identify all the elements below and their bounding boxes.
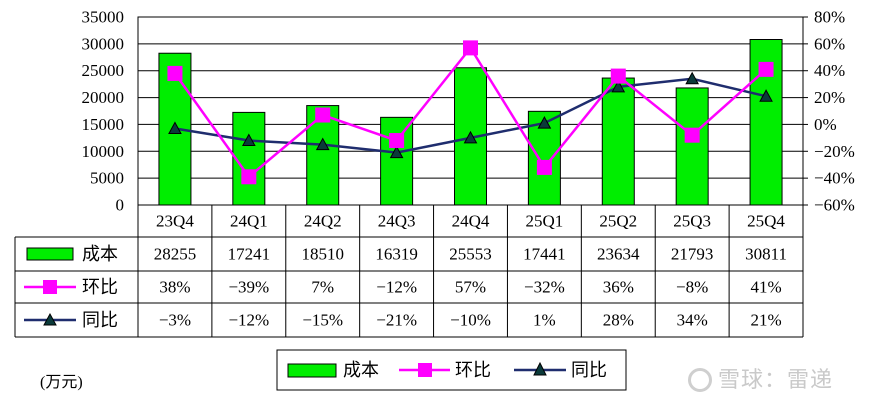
- table-cell: −39%: [228, 278, 269, 297]
- table-cell: 28%: [603, 311, 634, 330]
- table-cell: 1%: [533, 311, 556, 330]
- tongbi-marker: [389, 145, 404, 159]
- huanbi-marker: [389, 133, 405, 149]
- watermark: 雪球：雷递: [688, 362, 833, 394]
- huanbi-marker: [167, 65, 183, 81]
- legend-key-marker-tongbi: [533, 361, 547, 376]
- y-right-tick-label: 0%: [814, 115, 837, 134]
- tongbi-marker: [241, 133, 256, 147]
- table-cell: 57%: [455, 278, 486, 297]
- y-left-tick-label: 35000: [82, 8, 125, 27]
- table-cell: 36%: [603, 278, 634, 297]
- x-tick-label: 24Q2: [304, 212, 342, 231]
- legend-key-marker-huanbi: [418, 363, 432, 377]
- legend-key-bar: [287, 363, 337, 378]
- y-right-tick-label: −20%: [814, 142, 855, 161]
- legend-label-huanbi: 环比: [455, 360, 491, 380]
- x-tick-label: 25Q2: [599, 212, 637, 231]
- huanbi-marker: [610, 68, 626, 84]
- y-right-tick-label: 40%: [814, 61, 845, 80]
- huanbi-marker: [315, 107, 331, 123]
- x-tick-label: 23Q4: [156, 212, 194, 231]
- table-cell: 41%: [750, 278, 781, 297]
- huanbi-marker: [536, 159, 552, 175]
- x-tick-label: 24Q4: [452, 212, 490, 231]
- tongbi-marker: [168, 121, 182, 134]
- table-cell: 7%: [311, 278, 334, 297]
- tongbi-marker: [759, 89, 773, 102]
- table-cell: 38%: [159, 278, 190, 297]
- tongbi-marker: [685, 71, 700, 85]
- table-cell: 25553: [449, 245, 492, 264]
- y-left-tick-label: 25000: [82, 61, 125, 80]
- y-right-tick-label: −40%: [814, 169, 855, 188]
- x-tick-label: 24Q1: [230, 212, 268, 231]
- bar-25Q3: [675, 87, 709, 206]
- snowball-logo-icon: [688, 368, 712, 392]
- row-key-marker-huanbi: [43, 280, 57, 294]
- table-cell: 21%: [750, 311, 781, 330]
- table-cell: 28255: [154, 245, 197, 264]
- bar-25Q2: [601, 77, 635, 206]
- tongbi-marker: [537, 116, 552, 129]
- table-cell: 23634: [597, 245, 640, 264]
- table-cell: 17241: [228, 245, 271, 264]
- table-cell: 30811: [745, 245, 787, 264]
- y-right-tick-label: 60%: [814, 34, 845, 53]
- huanbi-marker: [758, 61, 774, 77]
- table-cell: 17441: [523, 245, 566, 264]
- row-key-marker-tongbi: [43, 312, 57, 326]
- y-right-tick-label: −60%: [814, 196, 855, 215]
- row-header-0: 成本: [82, 244, 118, 264]
- x-tick-label: 25Q1: [525, 212, 563, 231]
- table-cell: −21%: [376, 311, 417, 330]
- row-header-2: 同比: [82, 310, 118, 330]
- tongbi-marker: [611, 79, 626, 93]
- y-right-tick-label: 20%: [814, 88, 845, 107]
- y-left-tick-label: 20000: [82, 88, 125, 107]
- row-key-bar: [26, 247, 74, 261]
- tongbi-marker: [315, 137, 330, 151]
- table-cell: −12%: [228, 311, 269, 330]
- y-left-tick-label: 10000: [82, 142, 125, 161]
- legend-label-tongbi: 同比: [571, 360, 607, 380]
- table-cell: 34%: [677, 311, 708, 330]
- bar-24Q3: [380, 116, 414, 206]
- table-cell: −10%: [450, 311, 491, 330]
- table-cell: −8%: [676, 278, 708, 297]
- table-cell: 18510: [301, 245, 344, 264]
- y-right-tick-label: 80%: [814, 8, 845, 27]
- x-tick-label: 25Q4: [747, 212, 785, 231]
- row-header-1: 环比: [82, 277, 118, 297]
- table-cell: −32%: [524, 278, 565, 297]
- x-tick-label: 24Q3: [378, 212, 416, 231]
- huanbi-marker: [684, 127, 700, 143]
- table-cell: −3%: [159, 311, 191, 330]
- huanbi-marker: [241, 169, 257, 185]
- x-tick-label: 25Q3: [673, 212, 711, 231]
- y-left-tick-label: 0: [116, 196, 125, 215]
- tongbi-marker: [463, 130, 478, 144]
- y-left-tick-label: 5000: [90, 169, 124, 188]
- unit-label: (万元): [40, 374, 83, 391]
- y-left-tick-label: 30000: [82, 34, 125, 53]
- table-cell: −15%: [302, 311, 343, 330]
- table-cell: −12%: [376, 278, 417, 297]
- huanbi-marker: [463, 40, 478, 56]
- table-cell: 21793: [671, 245, 714, 264]
- legend-label-chengben: 成本: [343, 360, 379, 380]
- table-cell: 16319: [375, 245, 418, 264]
- bar-24Q1: [232, 111, 266, 206]
- y-left-tick-label: 15000: [82, 115, 125, 134]
- watermark-text: 雪球：雷递: [718, 368, 834, 393]
